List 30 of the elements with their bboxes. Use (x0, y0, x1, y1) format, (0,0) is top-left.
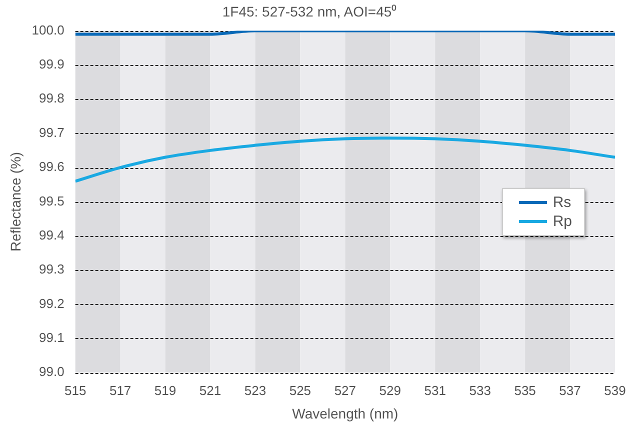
x-tick-label: 525 (289, 382, 312, 398)
x-tick-label: 527 (334, 382, 356, 398)
y-tick-label: 99.2 (39, 296, 64, 311)
x-tick-label: 517 (109, 382, 132, 398)
legend-label: Rp (552, 212, 572, 231)
x-tick-label: 535 (514, 382, 536, 398)
y-tick-label: 99.6 (39, 159, 64, 174)
x-tick-label: 539 (604, 382, 626, 398)
y-tick-label: 99.5 (39, 193, 64, 208)
x-tick-label: 537 (559, 382, 581, 398)
x-tick-label: 515 (64, 382, 86, 398)
x-tick-label: 521 (199, 382, 222, 398)
y-axis-title: Reflectance (%) (7, 152, 24, 252)
x-tick-label: 523 (244, 382, 266, 398)
x-tick-label: 529 (379, 382, 401, 398)
x-tick-label: 533 (469, 382, 491, 398)
x-tick-label: 531 (424, 382, 446, 398)
y-tick-label: 99.1 (39, 330, 64, 345)
y-tick-label: 99.7 (39, 124, 64, 140)
y-tick-label: 100.0 (32, 22, 64, 38)
y-tick-label: 99.4 (39, 227, 64, 242)
line-series (75, 136, 615, 183)
x-axis-title: Wavelength (nm) (292, 405, 398, 422)
legend-label: Rs (552, 193, 572, 212)
y-tick-label: 99.0 (39, 364, 64, 380)
x-tick-label: 519 (154, 382, 176, 398)
y-tick-label: 99.3 (39, 262, 64, 277)
y-tick-label: 99.9 (39, 56, 64, 72)
y-tick-label: 99.8 (39, 90, 64, 106)
chart-title: 1F45: 527-532 nm, AOI=45⁰ (222, 3, 397, 20)
